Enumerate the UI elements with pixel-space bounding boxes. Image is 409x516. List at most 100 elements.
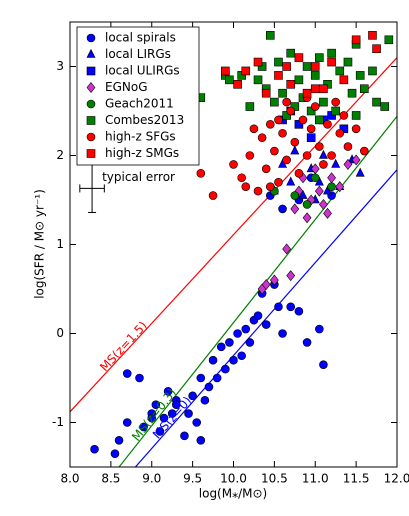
point bbox=[343, 158, 353, 170]
point bbox=[245, 102, 255, 111]
point bbox=[327, 172, 336, 184]
legend-label: high-z SMGs bbox=[105, 146, 179, 160]
point bbox=[253, 311, 263, 321]
point bbox=[212, 373, 222, 383]
point bbox=[319, 97, 328, 107]
point bbox=[192, 418, 202, 427]
point bbox=[274, 302, 283, 312]
point bbox=[110, 449, 120, 458]
point bbox=[151, 400, 161, 410]
point bbox=[245, 151, 255, 160]
point bbox=[290, 145, 300, 155]
point bbox=[302, 88, 312, 98]
point bbox=[253, 75, 263, 85]
y-tick-label: -1 bbox=[52, 415, 64, 429]
point bbox=[229, 160, 238, 169]
point bbox=[225, 338, 234, 347]
x-tick-label: 10.5 bbox=[261, 472, 288, 486]
line-label-text: MS(z=1.5) bbox=[97, 318, 150, 374]
point bbox=[327, 182, 336, 191]
point bbox=[237, 351, 246, 361]
point bbox=[306, 124, 316, 134]
point bbox=[86, 48, 96, 58]
point bbox=[302, 151, 312, 160]
point bbox=[298, 115, 308, 125]
point bbox=[204, 382, 214, 392]
point bbox=[196, 169, 206, 178]
point bbox=[265, 120, 275, 129]
point bbox=[171, 400, 181, 410]
point bbox=[298, 189, 308, 199]
legend-label: local LIRGs bbox=[105, 47, 171, 61]
point bbox=[359, 84, 369, 94]
x-tick-label: 9.5 bbox=[183, 472, 202, 486]
point bbox=[319, 160, 328, 169]
legend-label: local spirals bbox=[105, 31, 176, 45]
y-tick-label: 2 bbox=[56, 148, 64, 162]
point bbox=[139, 422, 148, 432]
legend-box bbox=[76, 26, 200, 166]
point bbox=[319, 360, 328, 369]
point bbox=[196, 373, 206, 383]
point bbox=[86, 149, 96, 158]
point bbox=[167, 409, 177, 418]
point bbox=[184, 409, 193, 418]
point bbox=[229, 355, 238, 365]
point bbox=[208, 355, 218, 365]
point bbox=[310, 173, 320, 183]
point bbox=[323, 120, 332, 129]
point bbox=[331, 106, 340, 116]
point bbox=[278, 128, 287, 138]
point bbox=[319, 198, 328, 210]
point bbox=[261, 88, 271, 98]
point bbox=[323, 207, 332, 219]
point bbox=[286, 270, 296, 282]
x-tick-label: 12.0 bbox=[384, 472, 409, 486]
line-label: MS(z=1.5) bbox=[97, 318, 150, 374]
point bbox=[253, 186, 263, 196]
point bbox=[286, 106, 296, 116]
plot-area bbox=[70, 31, 397, 467]
point bbox=[318, 149, 328, 159]
main-sequence-line bbox=[134, 169, 397, 467]
point bbox=[241, 66, 251, 76]
point bbox=[339, 75, 349, 85]
point bbox=[315, 115, 324, 125]
point bbox=[282, 97, 291, 107]
x-tick-label: 11.0 bbox=[302, 472, 329, 486]
point bbox=[331, 97, 340, 107]
point bbox=[310, 102, 320, 111]
legend-label: high-z SFGs bbox=[105, 130, 176, 144]
point bbox=[221, 66, 230, 76]
point bbox=[319, 84, 328, 94]
point bbox=[245, 338, 255, 347]
point bbox=[351, 124, 361, 134]
legend-label: EGNoG bbox=[105, 80, 148, 94]
point bbox=[302, 200, 312, 209]
point bbox=[343, 57, 353, 67]
point bbox=[347, 88, 357, 98]
y-tick-label: 0 bbox=[56, 326, 64, 340]
point bbox=[221, 364, 230, 374]
point bbox=[294, 306, 304, 316]
point bbox=[114, 435, 124, 445]
point bbox=[278, 204, 287, 214]
point bbox=[163, 387, 173, 396]
point bbox=[294, 53, 304, 62]
point bbox=[269, 274, 279, 286]
point bbox=[196, 435, 206, 445]
point bbox=[233, 329, 242, 338]
point bbox=[86, 33, 96, 43]
x-axis-label: log(M⁎/M⊙) bbox=[199, 487, 267, 501]
point bbox=[372, 97, 381, 107]
point bbox=[122, 418, 132, 427]
point bbox=[327, 48, 336, 58]
point bbox=[302, 338, 312, 347]
point bbox=[265, 31, 275, 40]
point bbox=[257, 133, 267, 142]
point bbox=[294, 75, 304, 85]
point bbox=[147, 413, 157, 423]
point bbox=[86, 116, 96, 125]
point bbox=[159, 413, 169, 423]
